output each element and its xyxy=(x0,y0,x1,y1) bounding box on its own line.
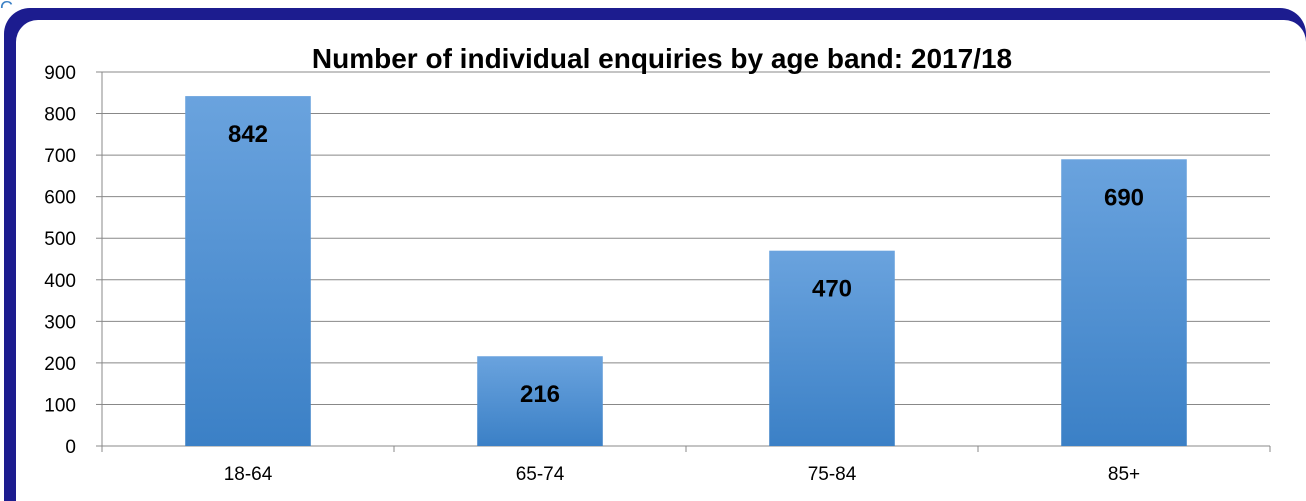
x-tick-label: 18-64 xyxy=(224,464,273,485)
data-label: 842 xyxy=(228,121,268,148)
y-tick-label: 300 xyxy=(44,312,76,333)
data-label: 470 xyxy=(812,276,852,303)
y-tick-label: 100 xyxy=(44,395,76,416)
y-tick-label: 600 xyxy=(44,188,76,209)
bar-18-64 xyxy=(185,96,311,446)
bar-chart: 0 100 200 300 400 500 600 700 800 900 18-64 65-74 75… xyxy=(16,20,1306,501)
chart-title: Number of individual enquiries by age ba… xyxy=(312,43,1012,74)
data-label: 216 xyxy=(520,381,560,408)
data-labels: 842 216 470 690 xyxy=(228,121,1144,408)
y-tick-label: 0 xyxy=(65,437,76,458)
y-tick-label: 400 xyxy=(44,271,76,292)
y-tick-label: 900 xyxy=(44,63,76,84)
x-tick-label: 85+ xyxy=(1108,464,1140,485)
y-tick-label: 800 xyxy=(44,105,76,126)
y-tick-label: 200 xyxy=(44,354,76,375)
y-tick-label: 700 xyxy=(44,146,76,167)
x-tick-label: 75-84 xyxy=(808,464,857,485)
bars xyxy=(185,96,1187,446)
data-label: 690 xyxy=(1104,184,1144,211)
corner-text-fragment: C xyxy=(0,0,13,8)
x-tick-label: 65-74 xyxy=(516,464,565,485)
y-tick-label: 500 xyxy=(44,229,76,250)
chart-panel: 0 100 200 300 400 500 600 700 800 900 18-64 65-74 75… xyxy=(16,20,1306,501)
